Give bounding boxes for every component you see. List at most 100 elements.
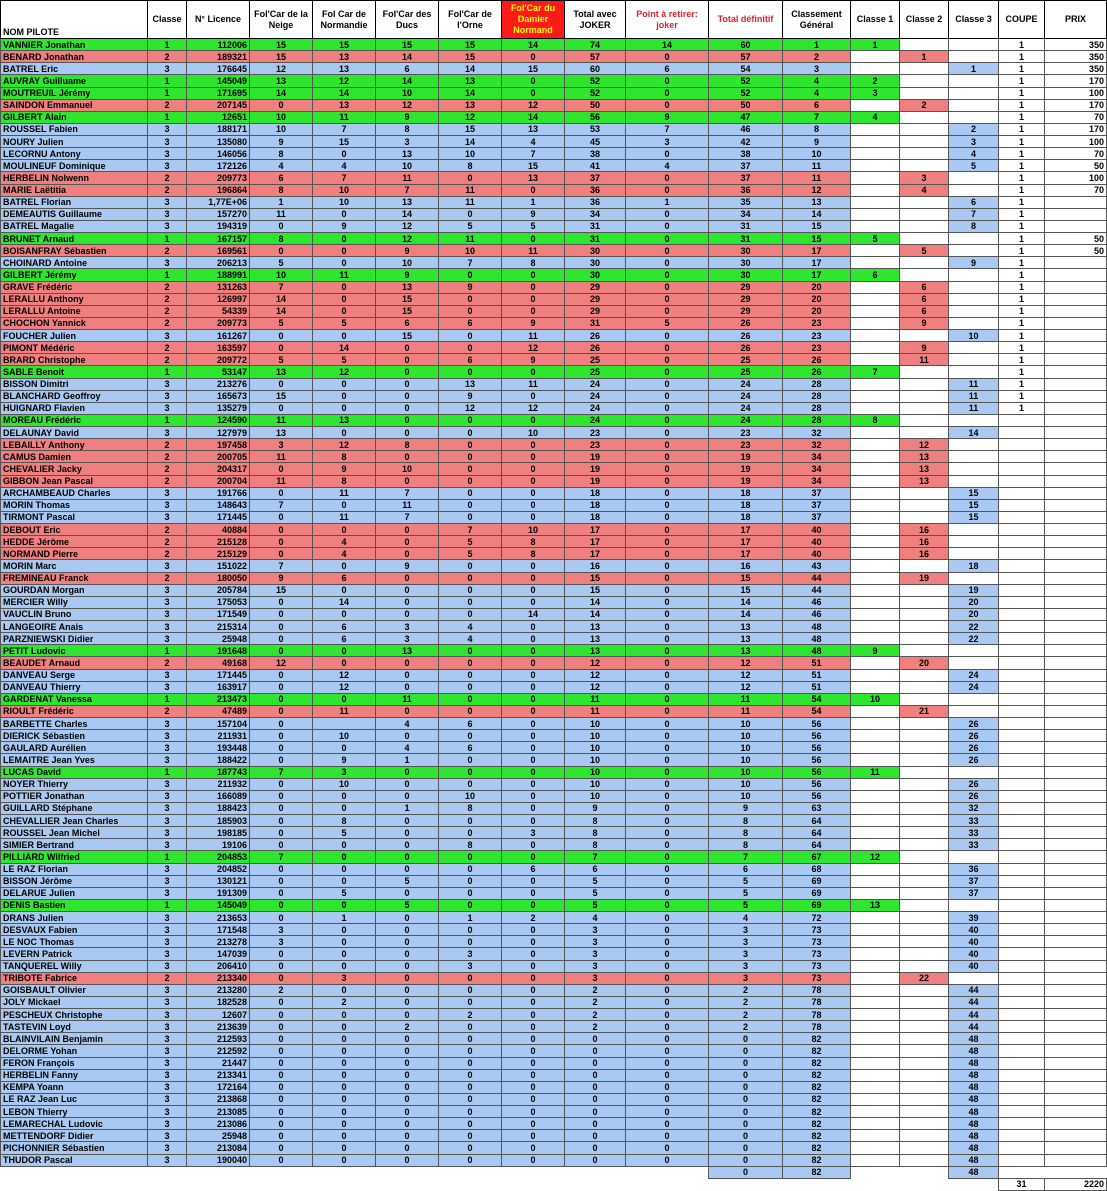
cell-neige: 0 xyxy=(249,547,313,561)
table-row: BATREL Magalie 3 194319 0 9 12 5 5 31 0 31 15 8 1 xyxy=(0,219,1107,234)
cell-neige: 14 xyxy=(249,86,313,100)
cell-orne: 8 xyxy=(438,801,502,816)
cell-classe-2 xyxy=(899,498,949,512)
cell-orne: 0 xyxy=(438,680,502,694)
cell-neige: 14 xyxy=(249,304,313,318)
cell-classe-2 xyxy=(899,328,949,343)
cell-classe-1 xyxy=(850,1117,900,1131)
cell-coupe xyxy=(998,886,1045,900)
cell-classe-1 xyxy=(850,886,900,900)
cell-nom-pilote: LE NOC Thomas xyxy=(0,935,148,949)
cell-total-joker: 23 xyxy=(564,438,626,452)
cell-nom-pilote: BATREL Eric xyxy=(0,62,148,76)
cell-classe: 3 xyxy=(147,595,187,609)
cell-classement-general: 20 xyxy=(782,304,851,318)
table-row: SAINDON Emmanuel 2 207145 0 13 12 13 12 50 0 50 6 2 1… xyxy=(0,98,1107,112)
header-licence: N° Licence xyxy=(186,0,250,39)
cell-orne: 0 xyxy=(438,559,502,573)
cell-joker: 0 xyxy=(625,1032,709,1046)
cell-ducs: 9 xyxy=(375,244,439,258)
cell-classe-1 xyxy=(850,1153,900,1167)
cell-licence: 147039 xyxy=(186,947,250,961)
cell-total-joker: 36 xyxy=(564,195,626,209)
cell-licence xyxy=(186,1166,250,1179)
cell-neige: 7 xyxy=(249,850,313,864)
cell-neige: 13 xyxy=(249,425,313,440)
cell-classe: 3 xyxy=(147,680,187,694)
cell-classe-2 xyxy=(899,729,949,743)
cell-coupe: 1 xyxy=(998,134,1045,149)
cell-joker: 0 xyxy=(625,983,709,997)
cell-total-joker: 0 xyxy=(564,1141,626,1155)
cell-neige: 0 xyxy=(249,1129,313,1143)
cell-normandie: 0 xyxy=(312,425,376,440)
cell-orne: 10 xyxy=(438,244,502,258)
cell-damier: 0 xyxy=(501,716,565,731)
table-row: AUVRAY Guilluame 1 145049 13 12 14 13 0 52 0 52 4 2 1… xyxy=(0,74,1107,88)
cell-damier: 0 xyxy=(501,1129,565,1143)
cell-classe-2 xyxy=(899,377,949,391)
cell-ducs: 0 xyxy=(375,341,439,355)
cell-neige: 0 xyxy=(249,801,313,816)
cell-total-joker xyxy=(564,1166,626,1179)
cell-classe-2: 1 xyxy=(899,50,949,64)
cell-damier: 10 xyxy=(501,522,565,537)
cell-total-definitif: 25 xyxy=(708,365,783,379)
cell-damier: 0 xyxy=(501,389,565,403)
cell-coupe: 1 xyxy=(998,147,1045,161)
cell-damier: 0 xyxy=(501,498,565,512)
cell-classe-1 xyxy=(850,874,900,888)
cell-orne: 0 xyxy=(438,668,502,682)
cell-coupe: 1 xyxy=(998,50,1045,64)
cell-classe-2 xyxy=(899,947,949,961)
cell-classe: 1 xyxy=(147,37,187,52)
cell-total-joker: 53 xyxy=(564,122,626,137)
cell-prix xyxy=(1044,547,1107,561)
cell-neige: 3 xyxy=(249,438,313,452)
cell-classement-general: 17 xyxy=(782,244,851,258)
cell-licence: 148643 xyxy=(186,498,250,512)
cell-neige: 7 xyxy=(249,280,313,294)
cell-classe-2 xyxy=(899,413,949,428)
cell-classe: 2 xyxy=(147,571,187,585)
cell-classe-3: 19 xyxy=(948,583,999,597)
cell-total-definitif: 36 xyxy=(708,183,783,197)
cell-total-joker: 3 xyxy=(564,959,626,973)
table-row: GRAVE Frédéric 2 131263 7 0 13 9 0 29 0 29 20 6 1 xyxy=(0,280,1107,294)
cell-prix xyxy=(1044,668,1107,682)
table-row: PILLIARD Wilfried 1 204853 7 0 0 0 0 7 0 7 67 12 xyxy=(0,850,1107,864)
cell-total-definitif: 13 xyxy=(708,619,783,634)
cell-neige: 0 xyxy=(249,401,313,415)
cell-classement-general: 51 xyxy=(782,680,851,694)
cell-ducs: 6 xyxy=(375,62,439,76)
cell-neige: 0 xyxy=(249,704,313,719)
cell-classement-general: 4 xyxy=(782,74,851,88)
cell-damier: 0 xyxy=(501,801,565,816)
cell-normandie: 13 xyxy=(312,50,376,64)
cell-classe-3: 48 xyxy=(948,1092,999,1107)
cell-ducs: 10 xyxy=(375,159,439,173)
cell-prix xyxy=(1044,838,1107,852)
cell-total-joker: 36 xyxy=(564,183,626,197)
cell-classe-2 xyxy=(899,122,949,137)
total-coupe: 31 xyxy=(998,1177,1045,1191)
cell-coupe xyxy=(998,777,1045,791)
header-total-definitif: Total définitif xyxy=(708,0,783,39)
cell-normandie: 0 xyxy=(312,1080,376,1094)
cell-damier: 0 xyxy=(501,438,565,452)
cell-classe-3: 48 xyxy=(948,1068,999,1082)
cell-joker: 0 xyxy=(625,910,709,925)
cell-licence: 49168 xyxy=(186,656,250,670)
cell-neige: 10 xyxy=(249,122,313,137)
cell-coupe xyxy=(998,1104,1045,1119)
cell-orne: 0 xyxy=(438,692,502,706)
cell-orne: 0 xyxy=(438,607,502,622)
cell-classement-general: 37 xyxy=(782,498,851,512)
cell-classe-3 xyxy=(948,171,999,185)
cell-nom-pilote: BLAINVILAIN Benjamin xyxy=(0,1032,148,1046)
cell-joker: 0 xyxy=(625,535,709,549)
cell-normandie: 6 xyxy=(312,619,376,634)
cell-total-joker: 8 xyxy=(564,838,626,852)
table-row: LANGEOIRE Anais 3 215314 0 6 3 4 0 13 0 13 48 22 xyxy=(0,619,1107,634)
cell-total-definitif: 42 xyxy=(708,134,783,149)
